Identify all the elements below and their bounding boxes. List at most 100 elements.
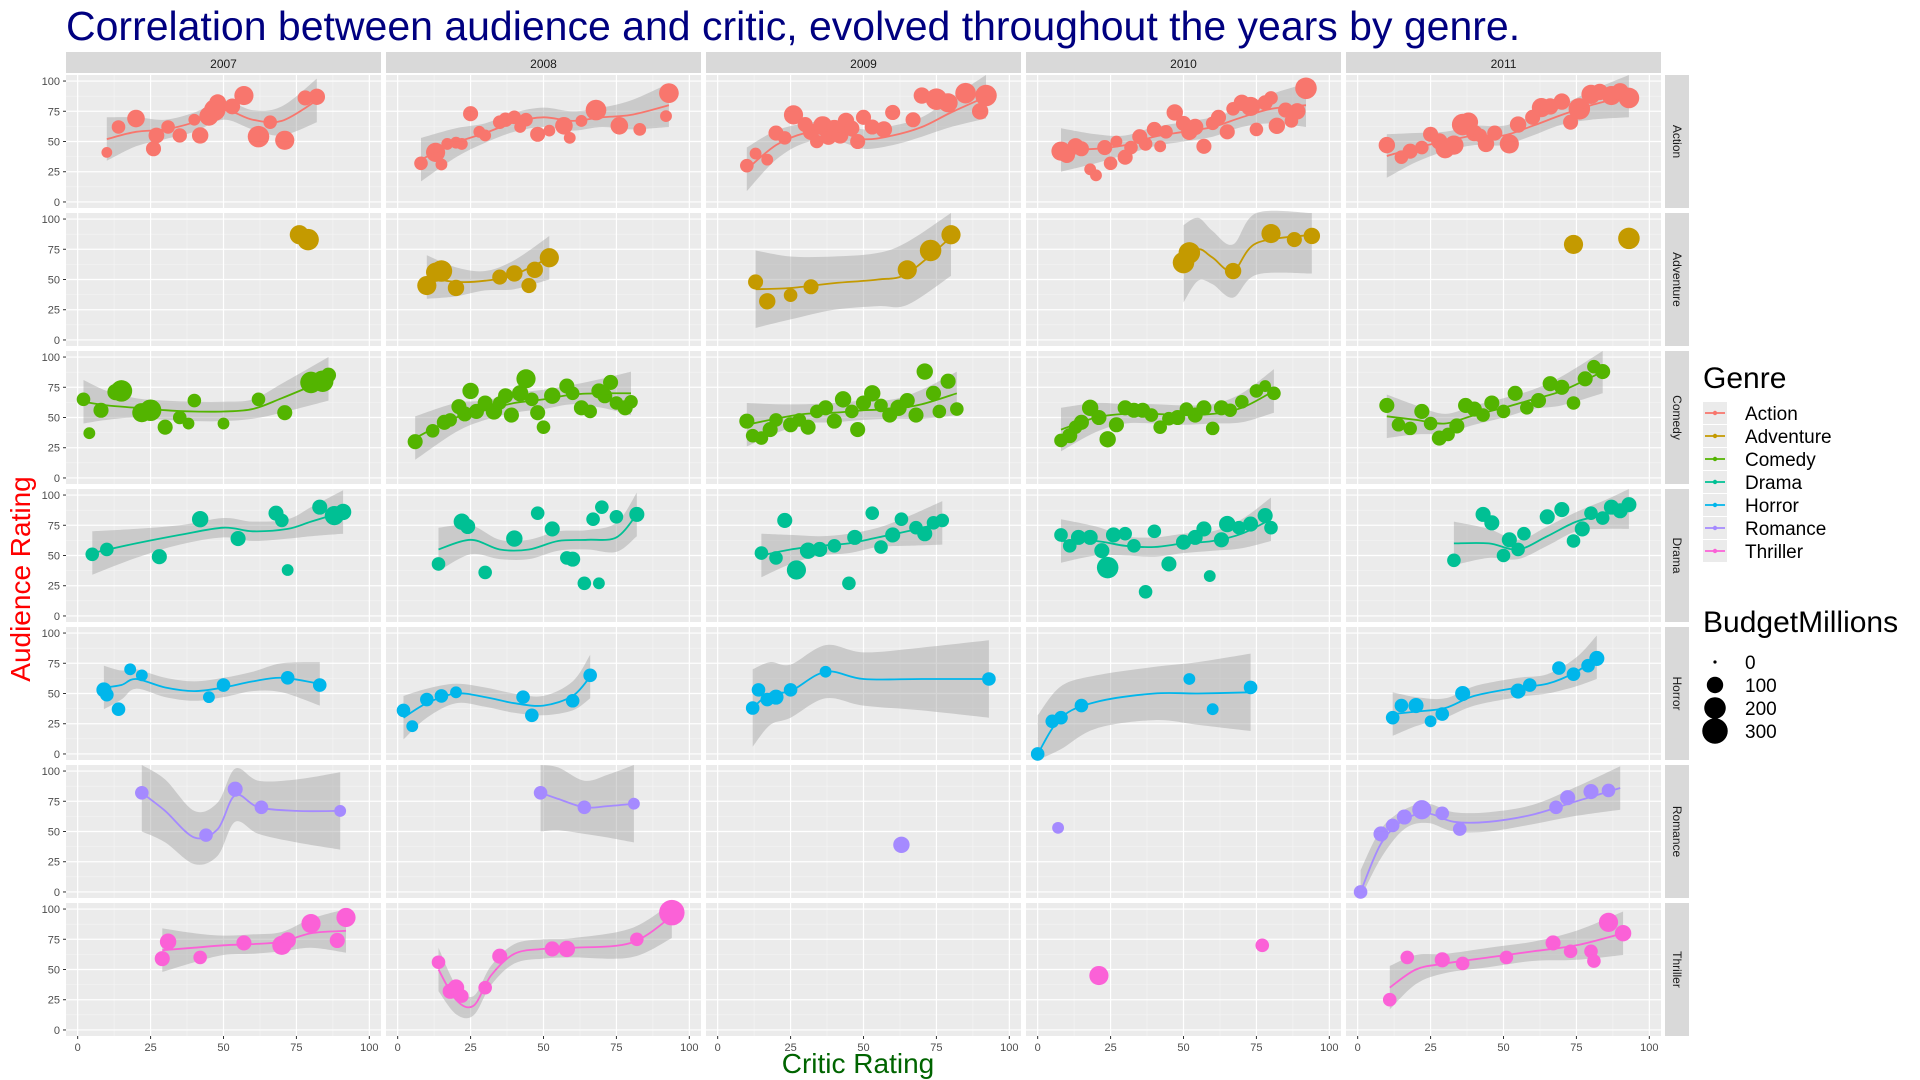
panel-thriller-2008: 0 25 50 75 100 bbox=[386, 899, 701, 1054]
data-point bbox=[1554, 502, 1570, 518]
data-point bbox=[1520, 401, 1534, 415]
data-point bbox=[1054, 528, 1068, 542]
data-point bbox=[1170, 409, 1186, 426]
x-tick-label: 0 bbox=[1035, 1042, 1041, 1054]
smooth-line bbox=[438, 513, 638, 552]
data-point bbox=[462, 382, 479, 400]
data-point bbox=[1099, 431, 1116, 448]
data-point bbox=[216, 678, 231, 692]
genre-strip-romance bbox=[1665, 765, 1689, 898]
data-point bbox=[1563, 944, 1578, 959]
y-tick-label: 50 bbox=[48, 275, 60, 287]
data-point bbox=[595, 500, 609, 514]
smooth-line bbox=[1359, 787, 1621, 893]
panel-comedy-2007: 0 25 50 75 100 bbox=[42, 351, 381, 485]
genre-strip-adventure bbox=[1665, 213, 1689, 346]
data-point bbox=[536, 420, 551, 434]
smooth-line bbox=[746, 95, 987, 170]
smooth-line bbox=[420, 104, 670, 161]
smooth-line bbox=[437, 915, 673, 1009]
genre-legend: Genre ActionAdventureComedyDramaHorrorRo… bbox=[1703, 362, 1832, 563]
data-point bbox=[1574, 521, 1590, 537]
smooth-line bbox=[1389, 932, 1624, 989]
data-point bbox=[1517, 526, 1531, 541]
data-point bbox=[1144, 408, 1159, 422]
smooth-line bbox=[1453, 506, 1630, 551]
data-point bbox=[420, 692, 434, 707]
data-point bbox=[1138, 584, 1153, 599]
year-strip-2009 bbox=[706, 52, 1021, 73]
confidence-band bbox=[162, 909, 346, 972]
data-point bbox=[172, 128, 187, 143]
data-point bbox=[530, 506, 545, 520]
data-point bbox=[1509, 116, 1527, 133]
legend-key-point bbox=[1712, 502, 1718, 508]
data-point bbox=[1161, 556, 1177, 572]
data-point bbox=[1096, 556, 1119, 579]
data-point bbox=[917, 526, 933, 542]
panel-action-2008 bbox=[386, 75, 701, 208]
genre-strip-label: Comedy bbox=[1670, 395, 1684, 440]
data-point bbox=[1240, 96, 1261, 117]
data-point bbox=[630, 932, 644, 947]
size-key-point bbox=[1704, 697, 1726, 719]
data-point bbox=[1566, 396, 1581, 410]
data-point bbox=[1090, 169, 1102, 182]
data-point bbox=[1566, 534, 1581, 548]
data-point bbox=[506, 265, 523, 282]
data-point bbox=[932, 404, 947, 419]
x-tick-label: 100 bbox=[1640, 1042, 1658, 1054]
x-tick-label: 75 bbox=[290, 1042, 302, 1054]
data-point bbox=[1501, 532, 1517, 548]
data-point bbox=[565, 551, 581, 567]
data-point bbox=[101, 146, 113, 158]
smooth-line bbox=[92, 511, 344, 554]
x-tick-label: 0 bbox=[1355, 1042, 1361, 1054]
data-point bbox=[1118, 526, 1132, 541]
data-point bbox=[1496, 548, 1511, 563]
panel-horror-2011 bbox=[1346, 627, 1661, 760]
data-point bbox=[938, 93, 958, 113]
size-legend-label: 200 bbox=[1745, 699, 1777, 720]
chart-title: Correlation between audience and critic,… bbox=[66, 3, 1520, 49]
y-tick-label: 0 bbox=[54, 1025, 60, 1037]
data-point bbox=[124, 663, 137, 676]
data-point bbox=[111, 702, 126, 717]
data-point bbox=[597, 388, 613, 404]
data-point bbox=[1249, 122, 1264, 137]
data-point bbox=[941, 225, 961, 245]
data-point bbox=[786, 560, 807, 580]
panel-adventure-2009 bbox=[706, 213, 1021, 346]
data-point bbox=[899, 393, 915, 409]
y-tick-label: 100 bbox=[42, 76, 60, 88]
data-point bbox=[521, 278, 537, 294]
data-point bbox=[441, 137, 454, 150]
data-point bbox=[450, 686, 462, 699]
data-point bbox=[161, 120, 175, 134]
data-point bbox=[1476, 408, 1490, 422]
data-point bbox=[800, 419, 816, 435]
data-point bbox=[1110, 135, 1123, 148]
data-point bbox=[916, 363, 933, 380]
legend-label-adventure: Adventure bbox=[1745, 427, 1832, 448]
confidence-band bbox=[92, 490, 344, 575]
data-point bbox=[585, 99, 607, 121]
data-point bbox=[1373, 826, 1389, 842]
year-strip-2007 bbox=[66, 52, 381, 73]
smooth-line bbox=[103, 676, 320, 693]
data-point bbox=[1267, 386, 1281, 401]
data-point bbox=[1589, 650, 1605, 666]
data-point bbox=[544, 387, 561, 404]
data-point bbox=[159, 933, 177, 950]
data-point bbox=[660, 110, 672, 123]
x-tick-label: 25 bbox=[1424, 1042, 1436, 1054]
data-point bbox=[935, 513, 950, 528]
data-point bbox=[842, 576, 856, 591]
legend-key-point bbox=[1712, 410, 1718, 416]
data-point bbox=[431, 955, 446, 970]
data-point bbox=[1378, 136, 1396, 154]
data-point bbox=[739, 413, 755, 429]
data-point bbox=[1379, 397, 1395, 413]
data-point bbox=[1412, 800, 1432, 820]
y-tick-label: 25 bbox=[48, 719, 60, 731]
